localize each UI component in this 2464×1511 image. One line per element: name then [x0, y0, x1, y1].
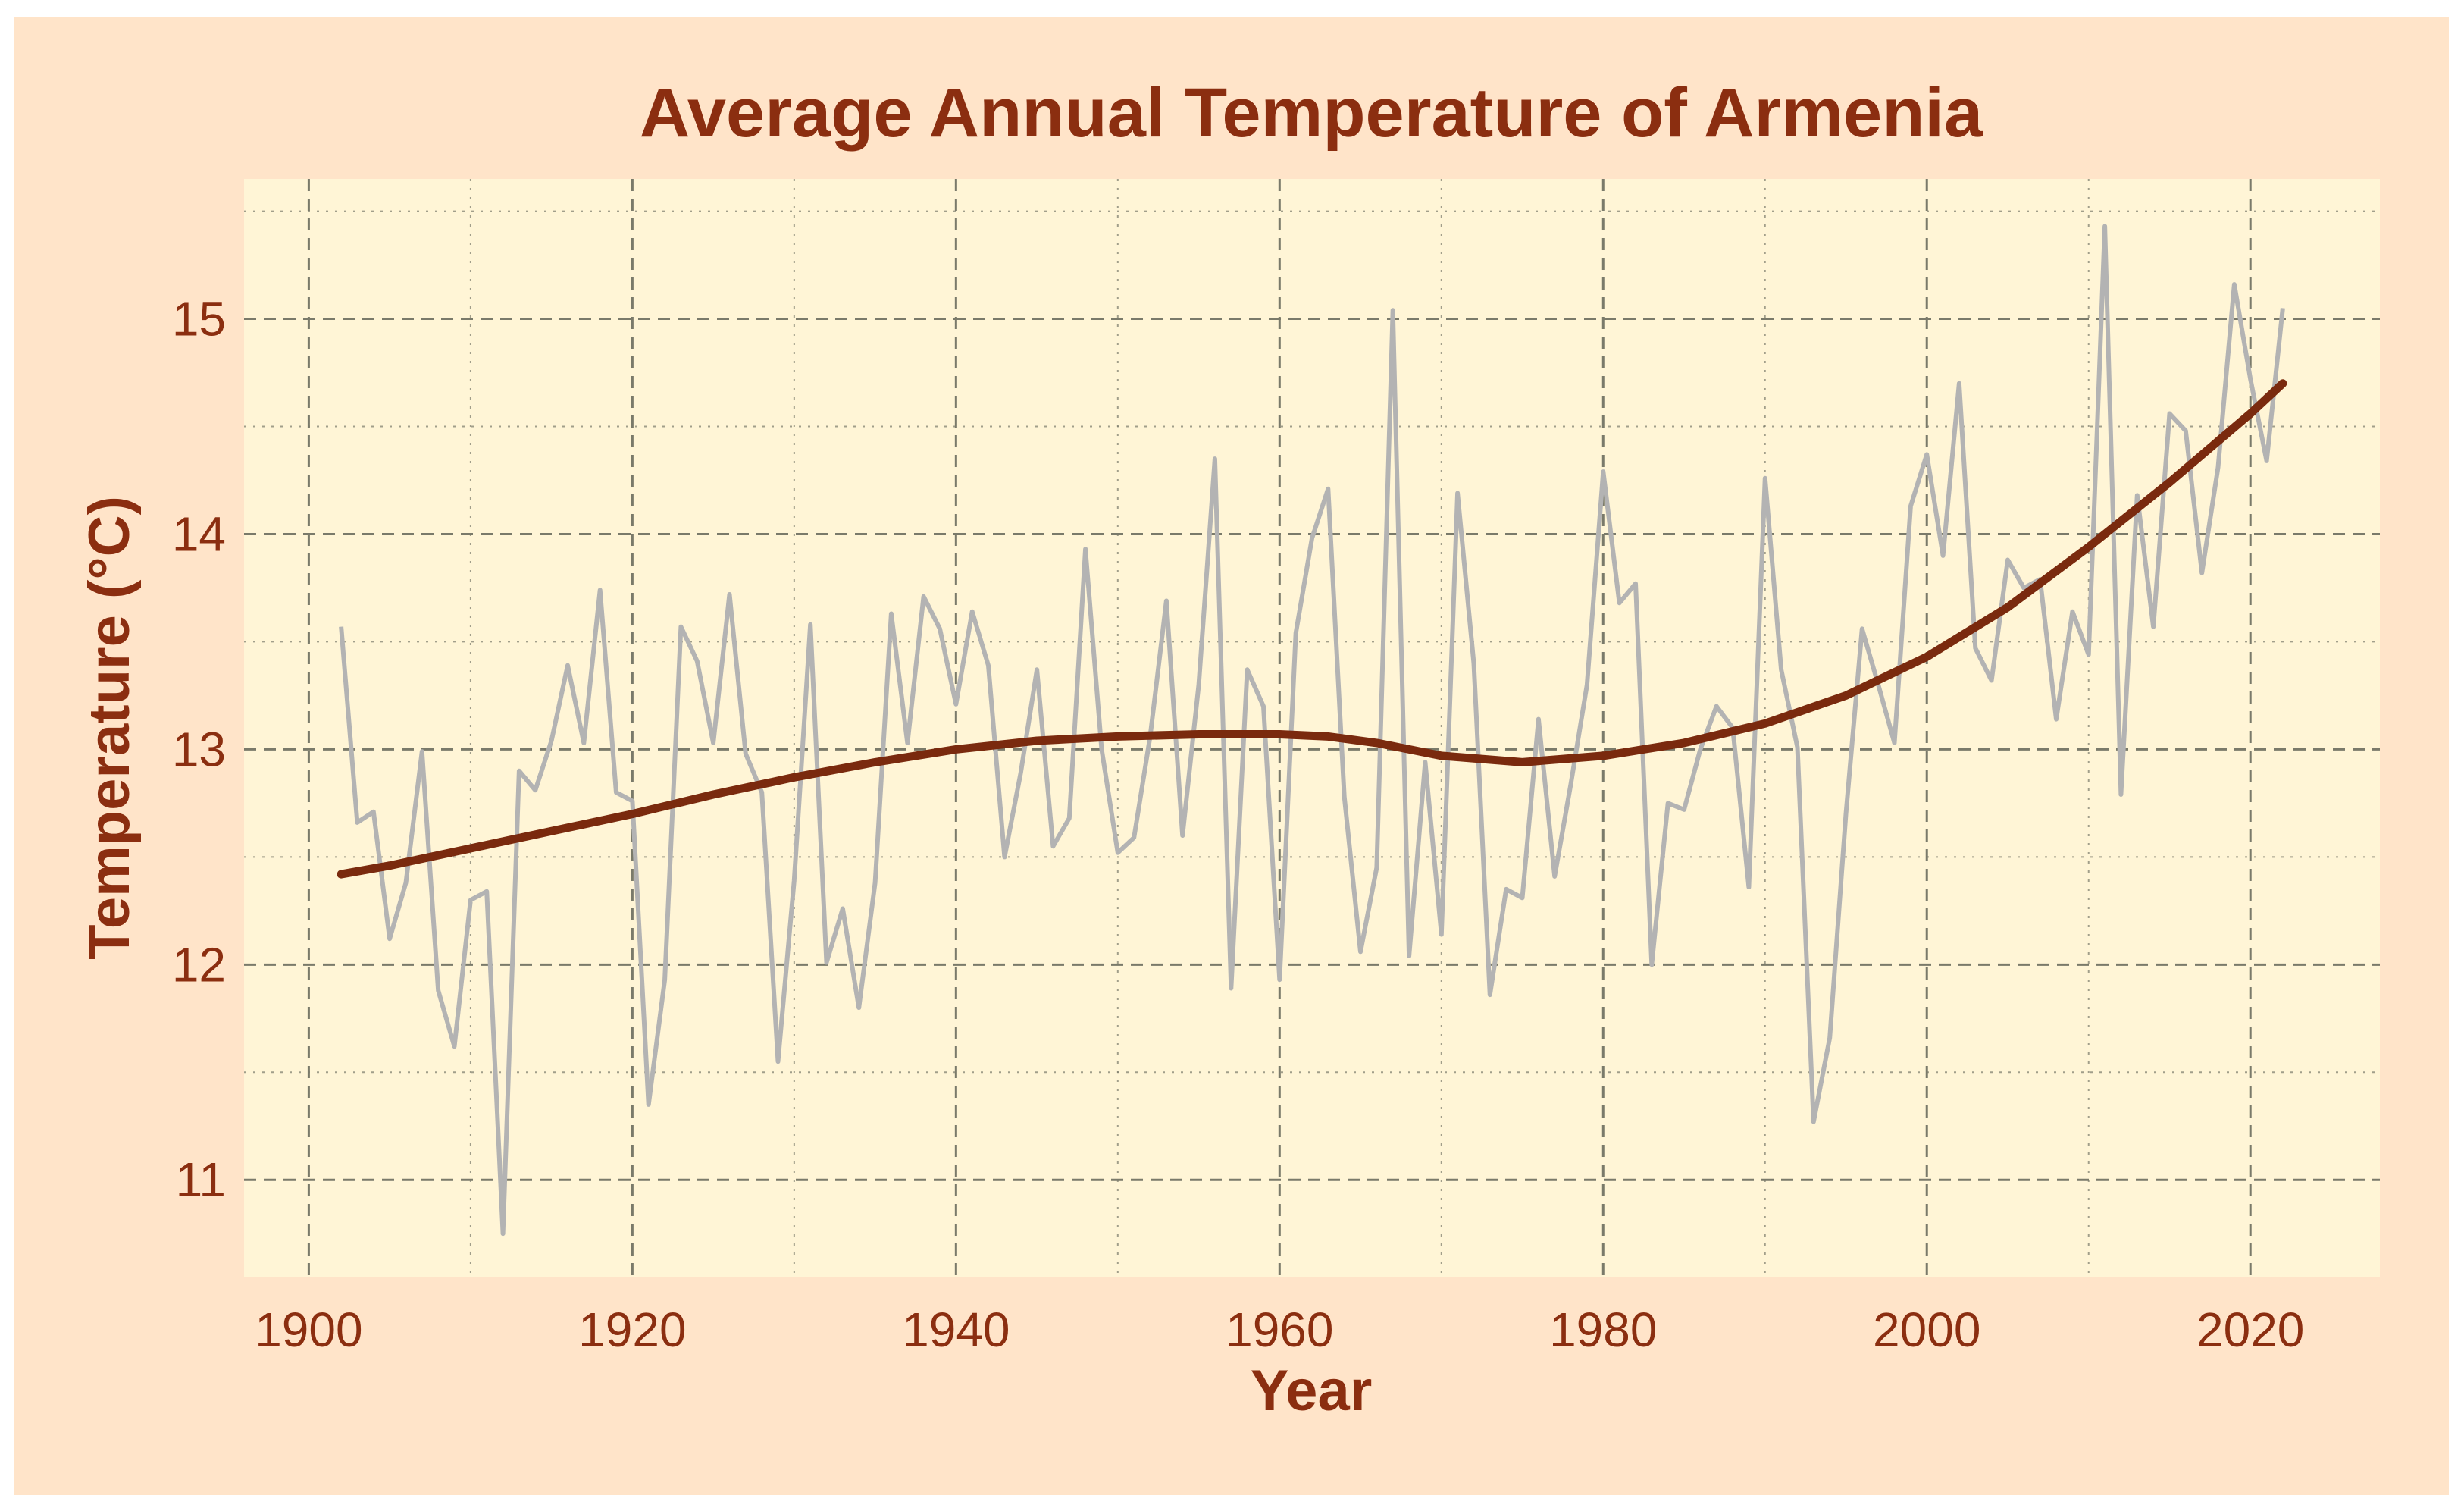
x-tick-label: 2020: [2196, 1303, 2304, 1357]
y-tick-label: 13: [172, 722, 226, 776]
y-tick-label: 11: [176, 1152, 226, 1207]
smoothed-trend-line: [337, 379, 2287, 879]
x-tick-label: 1960: [1226, 1303, 1333, 1357]
annual-temperature-line: [339, 224, 2285, 1237]
y-axis-title: Temperature (°C): [77, 496, 142, 960]
x-axis-tick-labels: 1900 1920 1940 1960 1980 2000 2020: [255, 1303, 2304, 1357]
x-tick-label: 1920: [578, 1303, 686, 1357]
x-tick-label: 1940: [902, 1303, 1010, 1357]
x-tick-label: 1900: [255, 1303, 362, 1357]
minor-gridlines: [244, 179, 2380, 1277]
x-tick-label: 2000: [1873, 1303, 1980, 1357]
chart-title: Average Annual Temperature of Armenia: [640, 74, 1983, 152]
x-axis-title: Year: [1251, 1359, 1373, 1423]
y-tick-label: 12: [172, 937, 226, 992]
x-tick-label: 1980: [1549, 1303, 1657, 1357]
y-tick-label: 15: [172, 292, 226, 346]
plot-panel: [244, 179, 2380, 1277]
y-tick-label: 14: [172, 506, 226, 561]
y-axis-tick-labels: 11 12 13 14 15: [172, 292, 226, 1208]
